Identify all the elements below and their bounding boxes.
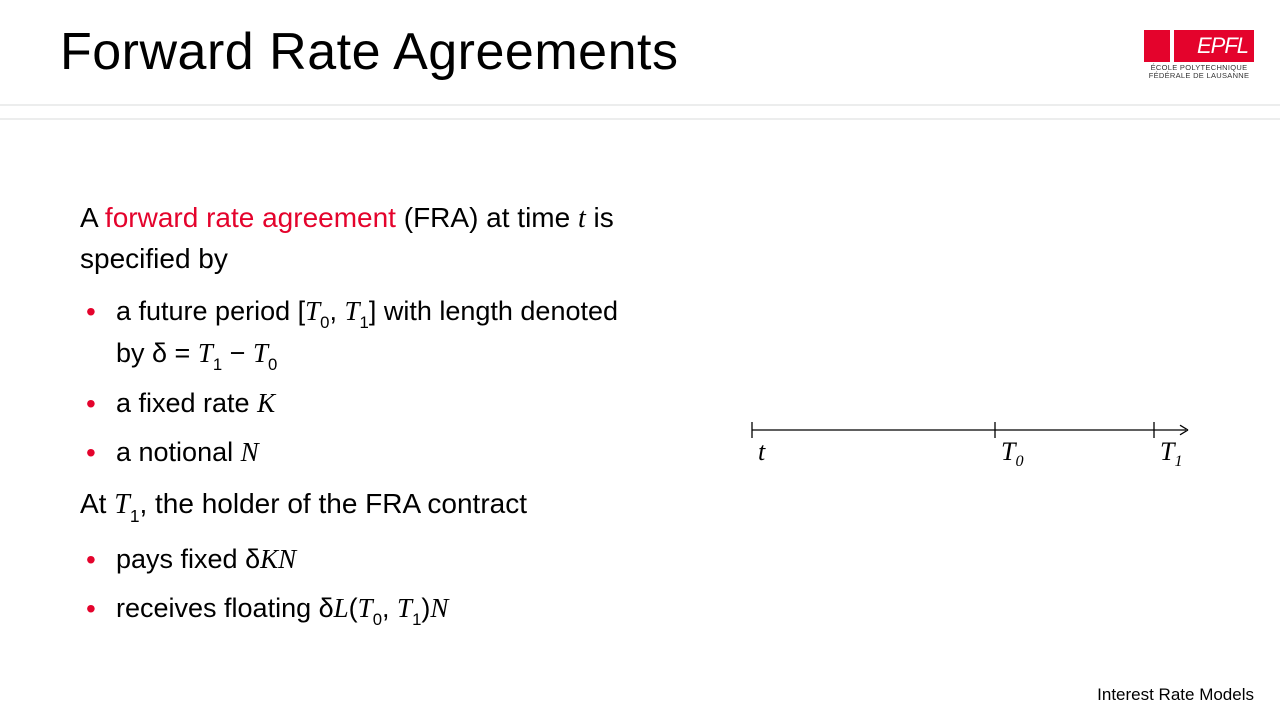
intro-suffix: (FRA) at time (396, 202, 578, 233)
list-item: a notional N (80, 432, 640, 473)
svg-text:t: t (758, 437, 766, 466)
list-item: a fixed rate K (80, 383, 640, 424)
intro-prefix: A (80, 202, 105, 233)
svg-text:T0: T0 (1001, 437, 1024, 470)
slide-title: Forward Rate Agreements (60, 22, 678, 82)
epfl-logo: EPFL ÉCOLE POLYTECHNIQUE FÉDÉRALE DE LAU… (1144, 30, 1254, 81)
logo-subtitle-2: FÉDÉRALE DE LAUSANNE (1144, 72, 1254, 80)
logo-text: EPFL (1197, 33, 1248, 59)
list-item: pays fixed δKN (80, 539, 640, 580)
svg-text:T1: T1 (1160, 437, 1183, 470)
intro-var: t (578, 203, 586, 234)
bullet-list-1: a future period [T0, T1] with length den… (80, 291, 640, 473)
intro-term: forward rate agreement (105, 202, 396, 233)
mid-paragraph: At T1, the holder of the FRA contract (80, 484, 640, 527)
intro-paragraph: A forward rate agreement (FRA) at time t… (80, 198, 640, 279)
divider (0, 104, 1280, 120)
slide: Forward Rate Agreements EPFL ÉCOLE POLYT… (0, 0, 1280, 719)
footer-text: Interest Rate Models (1097, 685, 1254, 705)
list-item: a future period [T0, T1] with length den… (80, 291, 640, 376)
timeline-diagram: t T0 T1 (740, 400, 1210, 480)
body-text: A forward rate agreement (FRA) at time t… (80, 198, 640, 642)
list-item: receives floating δL(T0, T1)N (80, 588, 640, 630)
bullet-list-2: pays fixed δKN receives floating δL(T0, … (80, 539, 640, 630)
logo-icon: EPFL (1144, 30, 1254, 62)
